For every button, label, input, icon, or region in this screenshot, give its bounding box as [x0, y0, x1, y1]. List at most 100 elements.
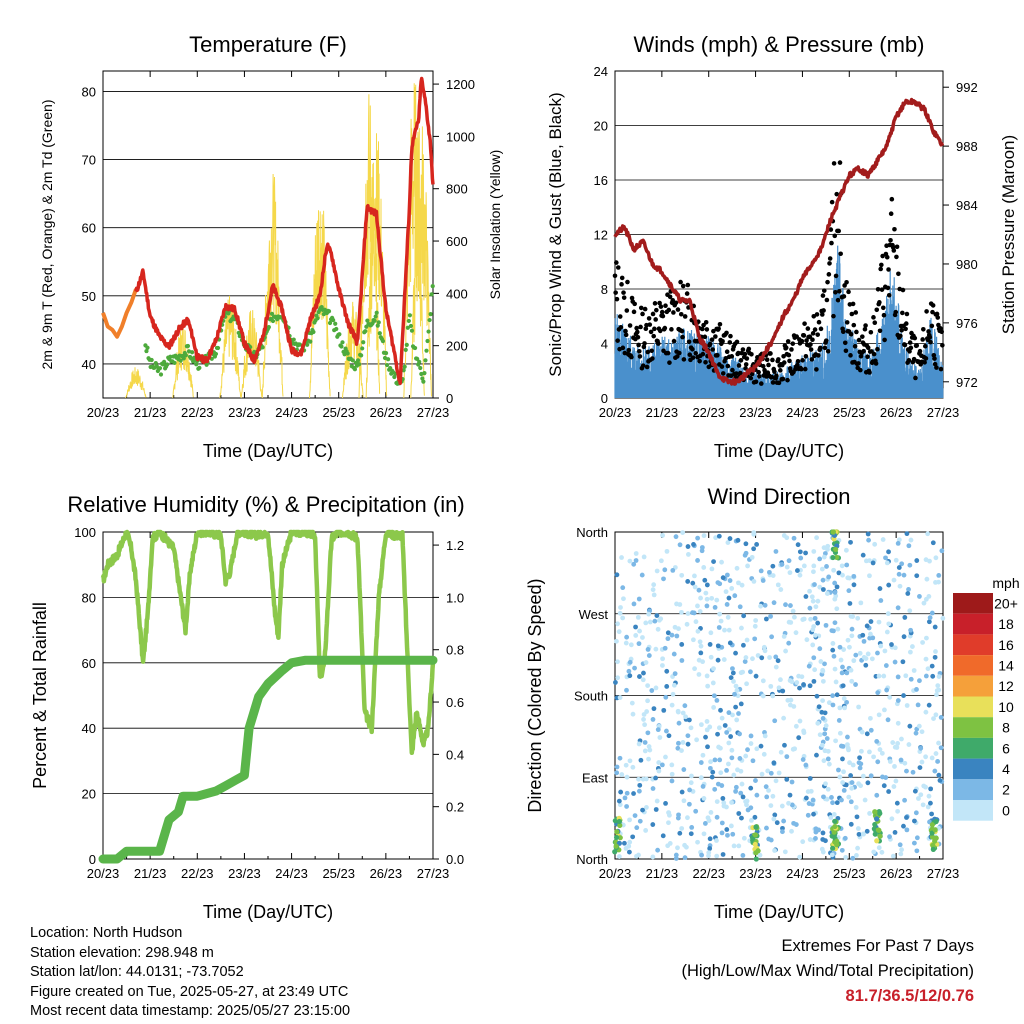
direction-point — [650, 786, 656, 791]
direction-point — [826, 761, 832, 767]
direction-point — [716, 533, 722, 539]
direction-point — [717, 611, 723, 617]
gust-point — [719, 364, 725, 369]
direction-point — [685, 579, 691, 584]
direction-point — [743, 541, 749, 547]
direction-point — [711, 666, 716, 672]
gust-point — [809, 357, 815, 362]
direction-point-strong — [872, 809, 878, 815]
gust-point — [935, 315, 941, 320]
direction-point — [773, 654, 779, 660]
direction-point — [849, 780, 855, 785]
direction-point — [788, 603, 793, 608]
direction-point — [739, 582, 745, 588]
direction-point — [748, 669, 753, 675]
gust-point — [877, 328, 883, 334]
direction-point — [691, 610, 697, 616]
direction-point — [824, 736, 830, 741]
direction-point — [685, 815, 690, 821]
temperature-xtick-label: 25/23 — [322, 405, 355, 420]
direction-ylabel: Direction (Colored By Speed) — [525, 578, 545, 812]
direction-point-strong — [830, 554, 836, 561]
direction-point — [627, 839, 633, 845]
direction-point — [729, 747, 735, 753]
direction-point — [718, 618, 724, 624]
dewpoint-point — [339, 344, 344, 349]
gust-point — [838, 251, 843, 257]
humidity-ytick-label: 40 — [82, 721, 96, 736]
direction-point — [904, 703, 910, 708]
dewpoint-point — [308, 339, 313, 344]
direction-point — [628, 642, 634, 648]
direction-point — [650, 717, 656, 722]
gust-point — [615, 265, 621, 270]
dewpoint-point — [158, 372, 164, 377]
gust-point — [635, 329, 640, 335]
direction-point — [718, 707, 723, 713]
direction-point — [859, 729, 865, 735]
temp-2m-series — [134, 76, 435, 386]
direction-point — [693, 808, 699, 814]
direction-point — [867, 558, 872, 563]
direction-point — [795, 542, 801, 548]
direction-point — [870, 560, 876, 566]
gust-point — [807, 334, 813, 340]
direction-point — [694, 737, 700, 743]
direction-point — [801, 682, 806, 687]
direction-point — [811, 563, 817, 569]
direction-point — [907, 608, 913, 614]
direction-point — [812, 582, 817, 587]
direction-point — [617, 755, 623, 761]
dewpoint-point — [373, 314, 378, 319]
gust-point — [684, 291, 690, 296]
direction-point — [632, 665, 637, 671]
gust-point — [818, 345, 823, 351]
temperature-ylabel: 2m & 9m T (Red, Orange) & 2m Td (Green) — [39, 100, 55, 370]
gust-point — [924, 309, 929, 314]
direction-point — [810, 797, 816, 803]
direction-point — [867, 811, 872, 816]
temperature-panel — [102, 70, 434, 399]
direction-point — [791, 704, 797, 709]
direction-point — [913, 730, 919, 736]
direction-point — [614, 638, 619, 644]
direction-point — [775, 658, 781, 664]
direction-point — [620, 585, 626, 591]
recent-timestamp: Most recent data timestamp: 2025/05/27 2… — [30, 1003, 351, 1020]
direction-point — [698, 595, 703, 601]
direction-point — [645, 730, 651, 736]
direction-point — [778, 587, 784, 592]
direction-point — [933, 751, 939, 756]
direction-point — [632, 813, 638, 819]
direction-point — [613, 680, 618, 685]
direction-point — [710, 769, 716, 775]
direction-point — [623, 640, 629, 646]
direction-point — [906, 742, 912, 747]
dewpoint-point — [420, 376, 425, 381]
temperature-xtick-label: 21/23 — [134, 405, 167, 420]
direction-point — [895, 741, 901, 746]
direction-point — [714, 853, 720, 859]
direction-point — [848, 821, 854, 827]
direction-point — [901, 572, 907, 578]
direction-point — [733, 650, 738, 656]
winds-xtick-label: 23/23 — [739, 405, 772, 420]
direction-point — [848, 613, 854, 619]
direction-point — [830, 800, 835, 806]
direction-point — [714, 597, 720, 603]
direction-point — [924, 635, 929, 641]
dewpoint-point — [260, 345, 265, 350]
direction-point — [646, 653, 652, 658]
temperature-y2tick-label: 200 — [446, 339, 468, 354]
gust-point — [921, 326, 926, 332]
gust-point — [821, 288, 827, 293]
direction-point — [683, 714, 688, 720]
gust-point — [781, 354, 786, 359]
direction-point — [820, 837, 826, 842]
gust-point — [654, 307, 659, 313]
dewpoint-point — [386, 357, 391, 362]
gust-point — [885, 285, 891, 291]
direction-point — [630, 834, 636, 840]
gust-point — [623, 332, 629, 338]
direction-point — [768, 770, 774, 776]
